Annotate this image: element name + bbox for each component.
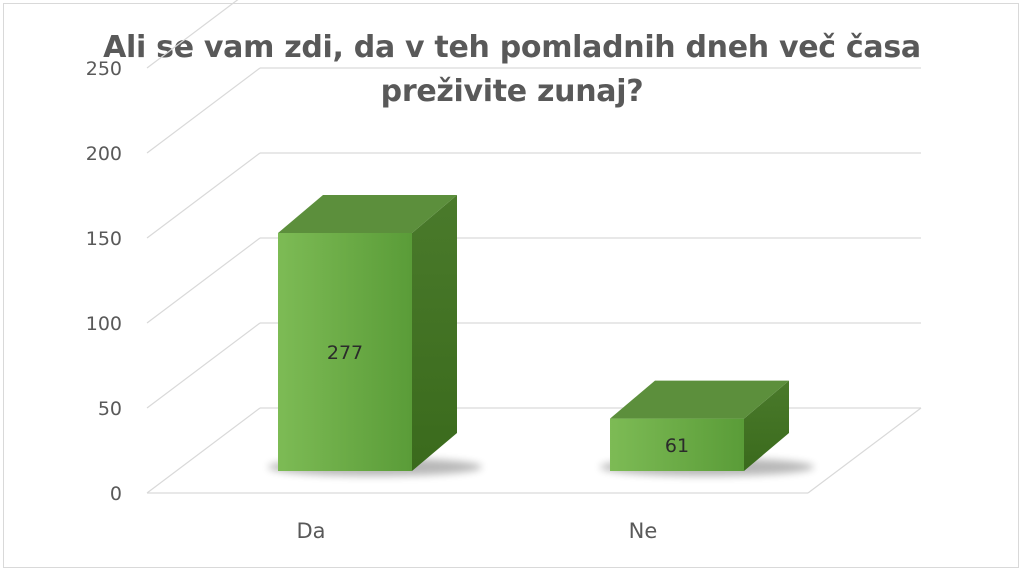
y-tick-label: 100 [86,313,122,335]
y-tick-label: 150 [86,228,122,250]
chart-title: Ali se vam zdi, da v teh pomladnih dneh … [0,26,1024,114]
bar-top-face [278,195,457,233]
bar-side-face [744,380,789,471]
gridline [146,0,239,69]
chart-title-line-1: Ali se vam zdi, da v teh pomladnih dneh … [103,30,921,65]
data-label: 61 [665,435,689,457]
bar-front-face [278,233,412,471]
data-label: 277 [327,342,363,364]
bar-ne: 61 [600,380,814,476]
y-tick-label: 50 [98,398,122,420]
floor-edge [807,407,922,494]
bar-front-face [610,418,744,471]
x-axis-category-labels: Da Ne [296,519,657,543]
y-tick-label: 200 [86,143,122,165]
gridline [146,152,261,239]
bar-da: 277 [268,195,482,476]
y-tick-label: 0 [110,483,122,505]
category-label: Ne [629,519,658,543]
bar-top-face [610,380,789,419]
gridline [146,237,261,324]
bar-side-face [412,195,457,471]
gridlines [146,0,922,494]
gridline [146,322,261,409]
bars: 277 61 [268,195,814,476]
gridline [146,407,261,494]
gridline [146,67,261,154]
y-tick-label: 250 [86,58,122,80]
chart-title-line-2: preživite zunaj? [380,74,644,109]
y-axis-tick-labels: 050100150200250300 [86,58,122,505]
category-label: Da [296,519,325,543]
